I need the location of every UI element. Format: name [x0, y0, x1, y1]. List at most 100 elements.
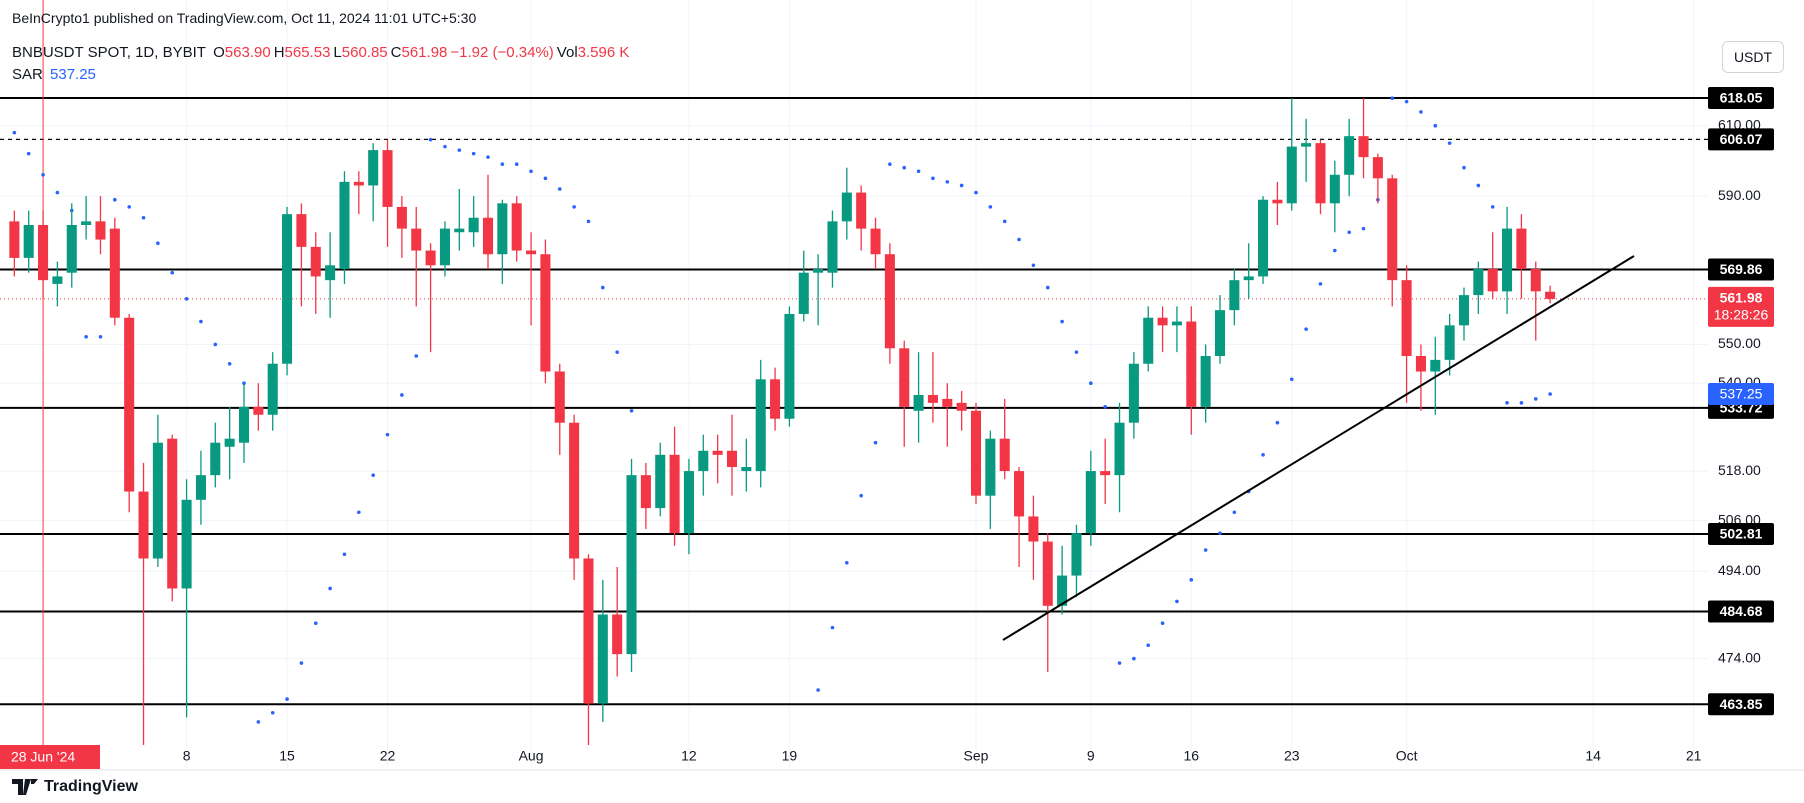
countdown: 18:28:26	[1714, 307, 1769, 323]
sar-dot	[428, 137, 433, 142]
sar-dot	[916, 169, 921, 174]
sar-dot	[1304, 327, 1308, 331]
candle-body	[1502, 228, 1513, 292]
x-tick-label: 14	[1585, 748, 1601, 764]
candle-body	[310, 246, 321, 277]
x-tick-label: Aug	[519, 748, 544, 764]
change: −1.92 (−0.34%)	[450, 44, 554, 61]
sar-dot	[1261, 453, 1265, 457]
sar-dot	[127, 205, 131, 209]
y-tick-label: 590.00	[1718, 187, 1761, 203]
sar-dot	[184, 297, 189, 301]
x-tick-label: 21	[1686, 748, 1702, 764]
sar-dot	[888, 162, 892, 166]
sar-dot	[873, 440, 878, 445]
sar-dot	[1275, 420, 1280, 425]
sar-dot	[902, 165, 907, 170]
candle-body	[1530, 268, 1541, 292]
x-tick-label: 15	[279, 748, 295, 764]
candle-body	[841, 192, 852, 222]
sar-dot	[84, 334, 88, 339]
sar-dot	[1462, 165, 1466, 170]
candle-body	[956, 402, 967, 411]
candle-body	[569, 422, 580, 559]
ohlc-label: O	[213, 44, 225, 61]
sar-dot	[1419, 110, 1423, 114]
candle-body	[1329, 174, 1340, 204]
sar-name: SAR	[12, 66, 43, 83]
candle-body	[1085, 471, 1096, 534]
sar-dot	[414, 354, 419, 358]
candle-body	[38, 224, 49, 281]
candle-body	[1344, 136, 1355, 175]
candle-body	[612, 614, 623, 655]
candle-body	[124, 317, 135, 492]
sar-label: 537.25	[1720, 386, 1763, 402]
sar-dot	[1404, 99, 1409, 104]
candle-body	[698, 450, 709, 472]
ohlc-label: C	[390, 44, 402, 61]
x-tick-label: 9	[1087, 748, 1095, 764]
sar-dot	[1160, 621, 1165, 626]
candle-body	[238, 406, 250, 443]
sar-dot	[1045, 285, 1050, 290]
candle-body	[23, 224, 34, 258]
sar-dot	[629, 408, 634, 413]
level-label: 569.86	[1720, 261, 1763, 277]
sar-dot	[1074, 350, 1079, 354]
candle-body	[1301, 143, 1312, 147]
sar-dot	[342, 552, 347, 557]
sar-dot	[1519, 401, 1524, 405]
sar-dot	[270, 710, 275, 715]
sar-dot	[41, 172, 45, 177]
candle-body	[927, 394, 938, 403]
sar-dot	[830, 625, 835, 630]
candle-body	[1545, 291, 1556, 299]
sar-dot	[586, 219, 591, 224]
candle-body	[81, 221, 92, 225]
level-label-box	[1708, 600, 1774, 623]
grid	[0, 0, 1708, 770]
candle-body	[583, 558, 594, 704]
candle-body	[138, 491, 149, 559]
sar-dot	[1318, 282, 1323, 286]
candle-body	[755, 379, 766, 472]
sar-dot	[256, 720, 261, 724]
sar-dot	[328, 586, 332, 591]
sar-dot	[931, 176, 935, 181]
sar-dot	[859, 493, 863, 498]
sar-dot	[1060, 319, 1064, 324]
candle-body	[1286, 146, 1297, 204]
candle-body	[913, 394, 924, 411]
sar-dot	[1132, 656, 1136, 661]
sar-dot	[55, 190, 60, 195]
ohlc-label: H	[273, 44, 285, 61]
y-tick-label: 550.00	[1718, 335, 1761, 351]
candle-body	[942, 398, 953, 407]
candle-body	[368, 150, 379, 186]
candle-body	[296, 214, 307, 247]
candle-body	[482, 217, 494, 255]
footer-text: TradingView	[44, 778, 138, 795]
last-price-box	[1708, 286, 1774, 327]
level-label: 463.85	[1720, 696, 1763, 712]
sar-dot	[1361, 226, 1366, 231]
candle-body	[339, 181, 350, 269]
candle-body	[626, 475, 637, 655]
candle-body	[1057, 575, 1068, 606]
vol-value: 3.596 K	[577, 44, 630, 61]
level-label: 606.07	[1720, 131, 1763, 147]
symbol: BNBUSDT SPOT, 1D, BYBIT	[12, 44, 206, 61]
candle-body	[712, 450, 723, 455]
candle-body	[210, 442, 221, 476]
sar-row: SAR 537.25	[12, 66, 99, 83]
candle-body	[1430, 359, 1441, 372]
sar-dot	[514, 162, 519, 166]
candle-body	[253, 406, 264, 415]
candle-body	[540, 254, 551, 372]
x-tick-label: Sep	[964, 748, 989, 764]
candle-body	[726, 450, 738, 467]
currency-button[interactable]: USDT	[1722, 41, 1784, 73]
sar-dot	[1347, 230, 1351, 235]
candle-body	[526, 250, 537, 255]
